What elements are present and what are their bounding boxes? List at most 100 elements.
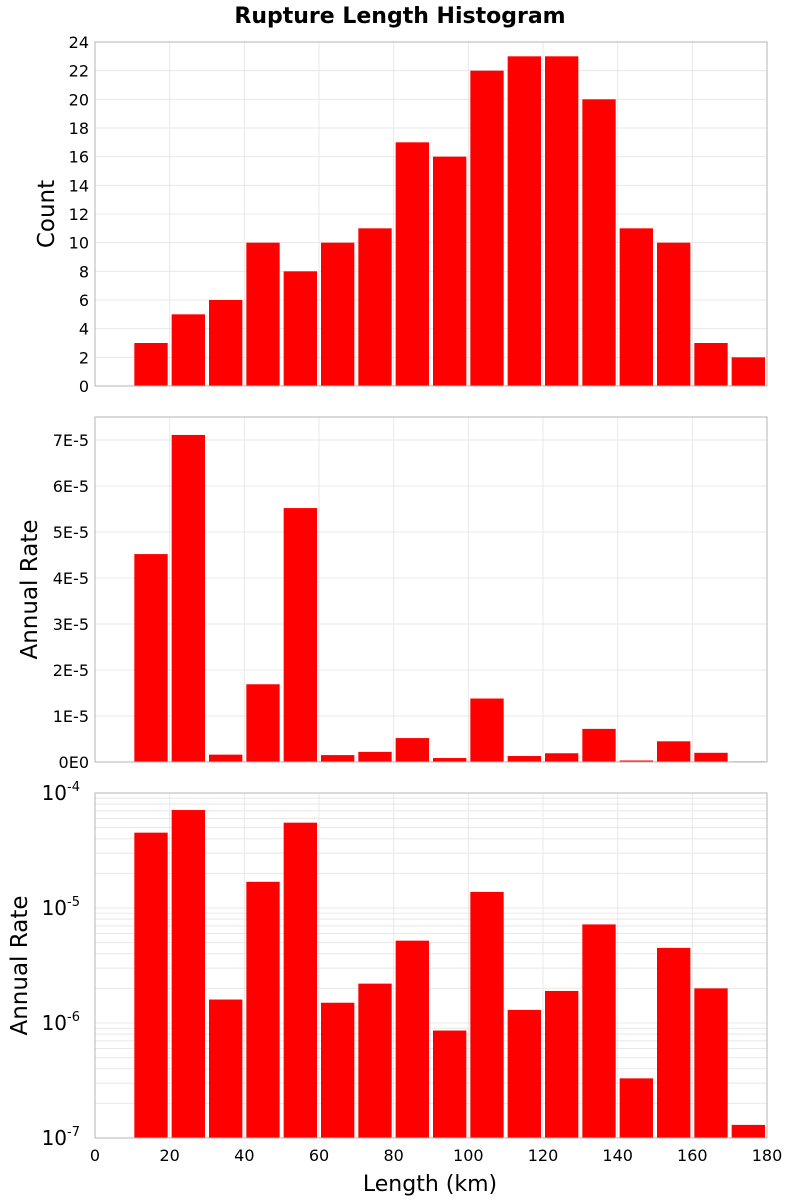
y-tick-label: 10-7	[42, 1125, 80, 1150]
bars	[134, 56, 765, 387]
bar-65	[321, 1002, 355, 1138]
y-tick-label: 22	[69, 62, 89, 81]
bar-45	[246, 881, 280, 1138]
y-tick-label: 5E-5	[53, 523, 89, 542]
x-tick-label: 80	[383, 1146, 403, 1165]
bar-15	[134, 343, 168, 386]
y-tick-label: 2	[79, 348, 89, 367]
bar-145	[619, 1078, 653, 1138]
bar-55	[283, 271, 317, 386]
bar-115	[507, 1009, 541, 1138]
bar-125	[545, 56, 579, 386]
y-tick-labels: 10-7 10-6 10-5 10-4	[42, 780, 80, 1150]
y-tick-labels: 0E0 1E-5 2E-5 3E-5 4E-5 5E-5 6E-5 7E-5	[53, 431, 89, 772]
x-tick-label: 100	[453, 1146, 484, 1165]
bar-95	[433, 758, 467, 762]
y-tick-label: 0	[79, 377, 89, 396]
x-tick-label: 180	[752, 1146, 783, 1165]
bar-65	[321, 755, 355, 762]
bars	[134, 810, 765, 1138]
x-tick-label: 20	[159, 1146, 179, 1165]
bar-145	[619, 760, 653, 762]
bar-75	[358, 228, 392, 386]
y-tick-label: 8	[79, 262, 89, 281]
bar-165	[694, 988, 728, 1138]
y-tick-label: 4	[79, 320, 89, 339]
bar-55	[283, 508, 317, 762]
y-tick-label: 6E-5	[53, 477, 89, 496]
bar-25	[171, 434, 205, 762]
bar-85	[395, 940, 429, 1138]
bar-95	[433, 156, 467, 386]
y-tick-label: 12	[69, 205, 89, 224]
x-tick-label: 40	[234, 1146, 254, 1165]
bar-35	[209, 300, 243, 386]
bar-105	[470, 891, 504, 1138]
bar-175	[731, 357, 765, 386]
x-tick-label: 160	[677, 1146, 708, 1165]
y-tick-label: 10-4	[42, 780, 80, 805]
y-tick-label: 3E-5	[53, 615, 89, 634]
y-tick-label: 20	[69, 90, 89, 109]
bar-45	[246, 242, 280, 386]
bar-135	[582, 99, 616, 386]
bar-65	[321, 242, 355, 386]
y-tick-label: 18	[69, 119, 89, 138]
x-tick-labels: 0 20 40 60 80 100 120 140 160 180	[90, 1146, 782, 1165]
bar-85	[395, 738, 429, 762]
x-tick-label: 140	[602, 1146, 633, 1165]
bar-175	[731, 1124, 765, 1138]
y-tick-label: 14	[69, 176, 89, 195]
bar-95	[433, 1030, 467, 1138]
bars	[134, 434, 765, 762]
bar-165	[694, 752, 728, 762]
y-tick-label: 0E0	[59, 753, 89, 772]
bar-75	[358, 751, 392, 762]
y-tick-label: 1E-5	[53, 707, 89, 726]
panel-2: 0E0 1E-5 2E-5 3E-5 4E-5 5E-5 6E-5 7E-5 Annual Ra…	[17, 416, 768, 772]
y-tick-label: 10	[69, 234, 89, 253]
bar-125	[545, 753, 579, 762]
bar-135	[582, 924, 616, 1138]
y-tick-label: 24	[69, 33, 89, 52]
bar-115	[507, 56, 541, 386]
bar-115	[507, 756, 541, 762]
bar-35	[209, 999, 243, 1138]
bar-15	[134, 832, 168, 1138]
bar-135	[582, 728, 616, 762]
x-tick-label: 0	[90, 1146, 100, 1165]
bar-25	[171, 810, 205, 1138]
chart-panels: 024681012141618202224Count0E01E-52E-53E-…	[7, 33, 782, 1165]
bar-45	[246, 684, 280, 762]
bar-55	[283, 822, 317, 1138]
y-tick-label: 10-6	[42, 1010, 80, 1035]
bar-155	[657, 947, 691, 1138]
panel-3: 10-7 10-6 10-5 10-4 Annual Rate 0 20 40 60 80 100 1…	[7, 780, 782, 1165]
bar-165	[694, 343, 728, 386]
x-tick-label: 120	[528, 1146, 559, 1165]
bar-105	[470, 698, 504, 762]
bar-25	[171, 314, 205, 386]
plot-frame	[94, 416, 768, 763]
bar-15	[134, 554, 168, 762]
y-tick-label: 10-5	[42, 895, 80, 920]
y-tick-label: 6	[79, 291, 89, 310]
bar-155	[657, 741, 691, 762]
bar-155	[657, 242, 691, 386]
y-axis-label: Annual Rate	[7, 896, 33, 1036]
bar-105	[470, 70, 504, 387]
y-tick-label: 4E-5	[53, 569, 89, 588]
y-tick-label: 16	[69, 148, 89, 167]
plot-frame	[94, 792, 768, 1139]
chart-title: Rupture Length Histogram	[234, 4, 565, 29]
y-axis-label: Count	[34, 180, 60, 248]
y-tick-label: 2E-5	[53, 661, 89, 680]
bar-85	[395, 142, 429, 386]
bar-125	[545, 990, 579, 1138]
plot-frame	[94, 41, 768, 387]
y-tick-label: 7E-5	[53, 431, 89, 450]
bar-75	[358, 983, 392, 1138]
